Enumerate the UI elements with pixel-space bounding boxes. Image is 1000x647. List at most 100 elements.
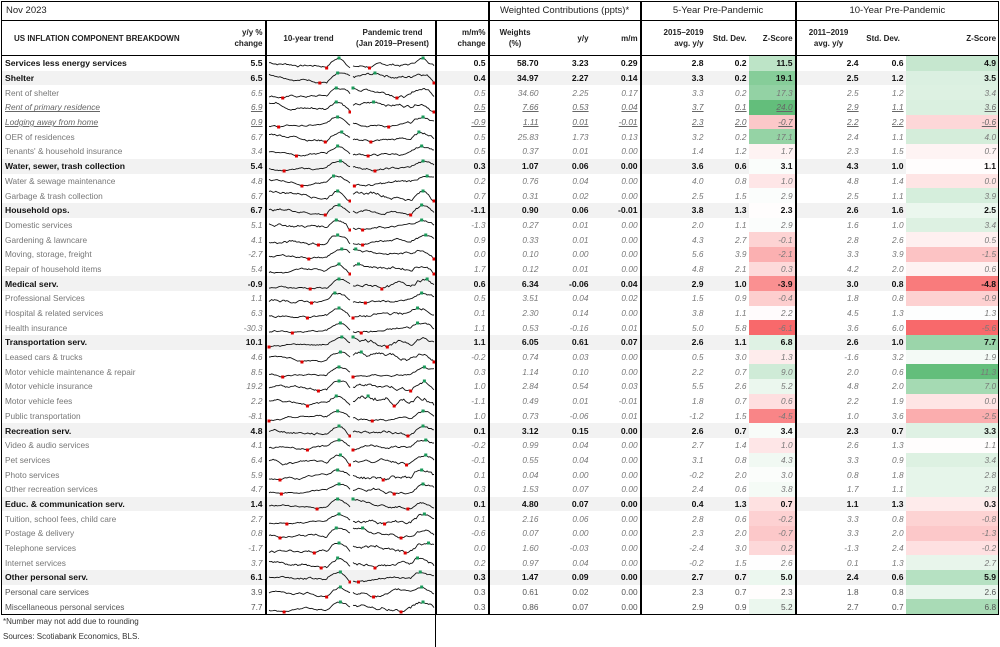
ten-year-avg: 2.6 bbox=[794, 437, 861, 453]
trend-min-marker bbox=[305, 316, 309, 320]
trend-max-marker bbox=[337, 541, 341, 545]
ten-year-trend bbox=[264, 261, 351, 277]
table-row: Other recreation services 4.7 0.3 1.53 0.07 0… bbox=[2, 481, 999, 497]
component-name: Professional Services bbox=[5, 293, 85, 304]
ten-year-trend-sparkline bbox=[268, 512, 350, 526]
trend-min-marker bbox=[348, 199, 351, 203]
five-year-z-score: -0.7 bbox=[748, 526, 796, 541]
five-year-std: 1.4 bbox=[735, 440, 747, 451]
trend-min-marker bbox=[370, 419, 374, 423]
mm-change: -0.2 bbox=[434, 349, 489, 365]
weight: 0.07 bbox=[487, 526, 541, 541]
ten-year-z-score: -4.8 bbox=[905, 276, 999, 291]
trend-min-marker bbox=[279, 492, 283, 496]
ten-year-avg: 1.8 bbox=[794, 584, 861, 600]
yy-change: 1.1 bbox=[250, 293, 263, 304]
trend-max-marker bbox=[337, 306, 341, 310]
five-year-std: 3.0 bbox=[735, 352, 747, 363]
pandemic-trend-sparkline bbox=[352, 468, 434, 482]
ten-year-trend-sparkline bbox=[268, 306, 350, 320]
trend-max-marker bbox=[337, 512, 341, 516]
trend-min-marker bbox=[324, 66, 328, 70]
table-row: Leased cars & trucks 4.6 -0.2 0.74 0.03 0.00 0… bbox=[2, 349, 999, 365]
pandemic-trend bbox=[350, 335, 436, 350]
pandemic-trend-sparkline bbox=[352, 541, 434, 555]
ten-year-trend bbox=[264, 100, 351, 115]
table-row: Services less energy services 5.5 0.5 58.70… bbox=[2, 55, 999, 71]
ten-year-avg: 2.6 bbox=[794, 335, 861, 350]
weight: 2.16 bbox=[487, 511, 541, 526]
contrib-mm-header: m/m bbox=[590, 20, 641, 56]
five-year-avg: 3.8 bbox=[639, 305, 706, 321]
ten-year-avg: 2.4 bbox=[794, 570, 861, 585]
table-row: Repair of household items 5.4 1.7 0.12 0.01 0… bbox=[2, 261, 999, 277]
weight: 0.76 bbox=[487, 173, 541, 189]
ten-year-trend bbox=[264, 85, 351, 101]
ten-year-std: 2.0 bbox=[892, 263, 904, 274]
ten-year-z-score: 4.9 bbox=[905, 55, 999, 71]
trend-min-marker bbox=[348, 272, 351, 276]
five-year-std: 0.7 bbox=[705, 570, 749, 585]
five-year-z-score: 5.2 bbox=[748, 379, 796, 394]
ten-year-trend bbox=[264, 114, 351, 130]
five-year-avg: -1.2 bbox=[639, 408, 706, 424]
table-row: Photo services 5.9 0.1 0.04 0.00 0.00 -0.2 2.0 3… bbox=[2, 467, 999, 482]
trend-max-marker bbox=[335, 233, 339, 237]
five-year-std: 2.1 bbox=[735, 263, 747, 274]
ten-year-header: 10-Year Pre-Pandemic bbox=[794, 1, 999, 21]
yy-change: -30.3 bbox=[243, 322, 263, 333]
ten-year-trend bbox=[264, 526, 351, 541]
five-year-z-score: -0.2 bbox=[748, 511, 796, 526]
yy-change: 1.4 bbox=[229, 496, 266, 512]
contribution-mm: 0.14 bbox=[590, 70, 641, 86]
trend-min-marker bbox=[280, 375, 284, 379]
ten-year-trend-sparkline bbox=[268, 115, 350, 129]
mm-change: 0.0 bbox=[434, 540, 489, 556]
table-row: Internet services 3.7 0.2 0.97 0.04 0.00 -0.2 1… bbox=[2, 555, 999, 571]
trend-min-marker bbox=[299, 184, 303, 188]
contribution-yy: 0.06 bbox=[540, 202, 591, 218]
pandemic-trend-sparkline bbox=[352, 100, 435, 114]
pandemic-trend bbox=[351, 555, 436, 570]
trend-max-marker bbox=[331, 174, 335, 178]
mm-change: 0.5 bbox=[434, 144, 489, 159]
table-row: Tenants' & household insurance 3.4 0.5 0.37… bbox=[2, 144, 999, 159]
trend-min-marker bbox=[348, 463, 351, 467]
ten-year-std: 2.4 bbox=[892, 543, 904, 554]
trend-min-marker bbox=[282, 169, 286, 173]
contribution-mm: 0.00 bbox=[590, 570, 641, 585]
pandemic-trend-sparkline bbox=[352, 203, 434, 217]
component-name: Postage & delivery bbox=[5, 528, 75, 539]
pandemic-trend bbox=[351, 247, 436, 262]
five-year-std-header: Std. Dev. bbox=[705, 20, 749, 56]
table-row: OER of residences 6.7 0.5 25.83 1.73 0.13 3.2 0… bbox=[2, 129, 999, 145]
ten-year-trend-sparkline bbox=[268, 159, 350, 173]
trend-min-marker bbox=[306, 257, 310, 261]
pandemic-trend bbox=[351, 467, 436, 482]
table-row: Recreation serv. 4.8 0.1 3.12 0.15 0.00 2.6 0.7… bbox=[1, 423, 999, 438]
trend-min-marker bbox=[277, 536, 281, 540]
contribution-mm: 0.00 bbox=[590, 599, 641, 616]
trend-min-marker bbox=[385, 345, 389, 349]
trend-max-marker bbox=[421, 159, 425, 163]
contribution-mm: 0.00 bbox=[621, 587, 638, 598]
component-name: Motor vehicle insurance bbox=[5, 381, 93, 392]
ten-year-z-score: 6.8 bbox=[905, 599, 999, 616]
ten-year-trend bbox=[264, 364, 351, 380]
trend-max-marker bbox=[337, 424, 341, 428]
five-year-z-score: 5.2 bbox=[748, 599, 796, 616]
ten-year-trend-sparkline bbox=[268, 277, 350, 291]
ten-year-trend bbox=[264, 349, 351, 365]
yy-change: 2.2 bbox=[250, 396, 263, 407]
pandemic-trend-sparkline bbox=[352, 409, 434, 423]
ten-year-trend bbox=[264, 481, 351, 497]
five-year-avg: 3.3 bbox=[639, 85, 706, 101]
ten-year-trend bbox=[264, 467, 351, 482]
contribution-yy: 0.54 bbox=[572, 381, 589, 392]
mm-change: 0.5 bbox=[434, 55, 489, 71]
trend-min-marker bbox=[323, 140, 327, 144]
pandemic-trend bbox=[350, 70, 436, 86]
trend-line bbox=[268, 263, 350, 275]
trend-line bbox=[352, 410, 434, 422]
weight: 0.27 bbox=[487, 217, 541, 233]
